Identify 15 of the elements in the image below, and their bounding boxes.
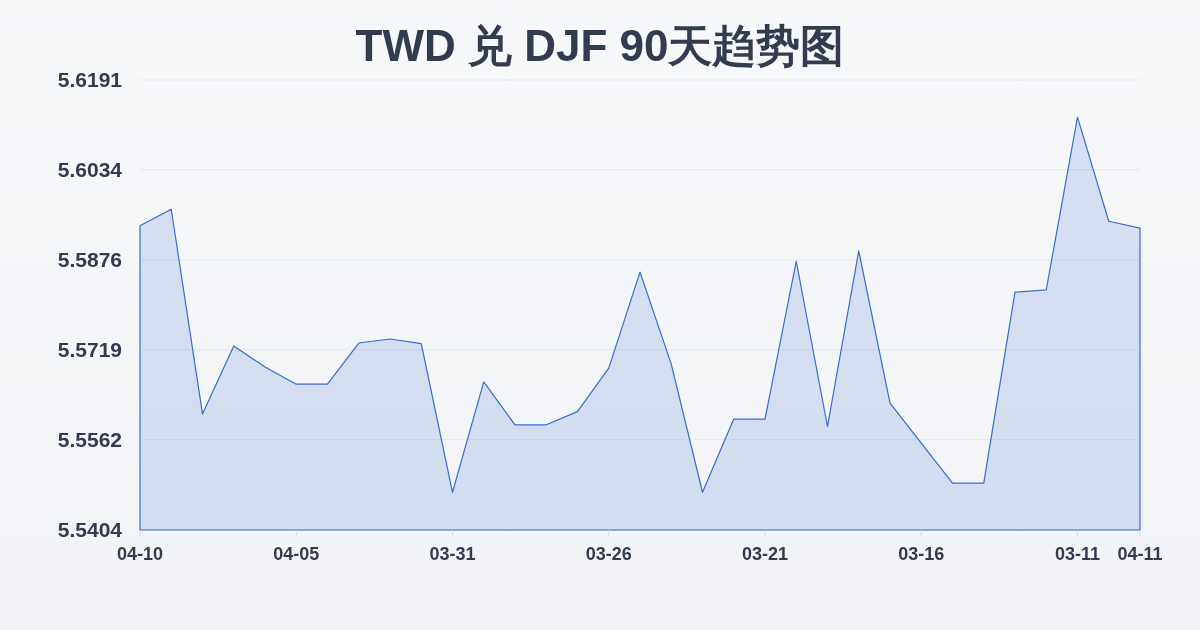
x-tick-label: 03-26 — [585, 544, 632, 564]
x-tick-label: 03-16 — [898, 544, 945, 564]
x-tick-label: 04-05 — [273, 544, 320, 564]
x-tick-label: 03-31 — [429, 544, 476, 564]
y-tick-label: 5.6034 — [57, 158, 123, 182]
y-tick-label: 5.5876 — [57, 248, 122, 272]
x-tick-label: 03-11 — [1054, 544, 1101, 564]
chart-title: TWD 兑 DJF 90天趋势图 — [355, 21, 845, 70]
y-tick-label: 5.5404 — [57, 518, 123, 542]
x-tick-label: 03-21 — [741, 544, 789, 564]
y-tick-label: 5.5719 — [57, 338, 122, 362]
y-tick-label: 5.5562 — [57, 428, 122, 452]
x-tick-label: 04-10 — [116, 544, 164, 564]
y-tick-label: 5.6191 — [57, 68, 123, 92]
x-tick-label: 04-11 — [1117, 544, 1163, 564]
